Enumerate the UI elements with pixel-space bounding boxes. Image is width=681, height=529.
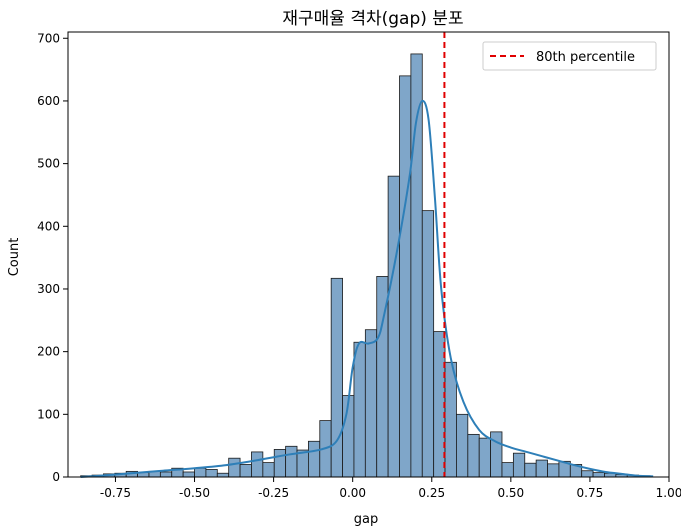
- x-tick-label: 0.75: [577, 486, 604, 500]
- x-tick-label: 0.25: [418, 486, 445, 500]
- y-tick-label: 300: [37, 282, 60, 296]
- x-tick-label: 0.50: [497, 486, 524, 500]
- x-axis-label: gap: [354, 512, 378, 527]
- histogram-bar: [182, 471, 195, 478]
- x-tick-label: -0.50: [179, 486, 210, 500]
- histogram-bar: [512, 452, 526, 478]
- histogram-bar: [228, 457, 241, 478]
- histogram-bar: [330, 277, 343, 478]
- histogram-bar: [581, 470, 594, 478]
- y-tick-label: 0: [52, 470, 60, 484]
- histogram-bar: [478, 437, 491, 478]
- histogram-bar: [364, 329, 378, 478]
- histogram-bar: [592, 472, 605, 478]
- kde-line: [80, 99, 654, 478]
- histogram-bar: [239, 464, 252, 478]
- histogram-bar: [399, 75, 412, 478]
- y-tick-label: 100: [37, 407, 60, 421]
- histogram-bar: [501, 462, 514, 478]
- histogram-bar: [285, 445, 298, 478]
- x-tick-label: 0.00: [339, 486, 366, 500]
- y-tick-label: 600: [37, 94, 60, 108]
- axes: -0.75 -0.50 -0.25 0.00 0.25 0.50 0.75 1.00 0 100 2…: [37, 31, 681, 500]
- histogram-bar: [194, 467, 207, 478]
- histogram-bar: [467, 433, 480, 478]
- chart-title: 재구매율 격차(gap) 분포: [282, 9, 463, 29]
- y-axis-label: Count: [7, 238, 22, 277]
- histogram-bar: [421, 210, 435, 478]
- histogram-bar: [444, 361, 457, 478]
- histogram-bar: [307, 440, 321, 478]
- histogram-bar: [216, 472, 230, 478]
- legend-label-80th-percentile: 80th percentile: [536, 50, 635, 65]
- x-tick-label: -0.25: [258, 486, 289, 500]
- y-tick-label: 700: [37, 31, 60, 45]
- y-tick-label: 500: [37, 157, 60, 171]
- x-tick-label: 1.00: [656, 486, 681, 500]
- histogram-bar: [353, 341, 366, 478]
- histogram-bar: [251, 451, 264, 478]
- x-tick-label: -0.75: [100, 486, 131, 500]
- y-tick-label: 200: [37, 345, 60, 359]
- histogram-bar: [433, 331, 446, 478]
- histogram-bar: [262, 462, 275, 478]
- histogram-bar: [547, 463, 560, 478]
- kde-curve-group: [80, 99, 654, 478]
- histogram-bar: [524, 462, 537, 478]
- histogram-bar: [490, 431, 503, 478]
- legend: 80th percentile: [482, 41, 657, 71]
- histogram-bar: [456, 413, 469, 478]
- histogram-bar: [273, 449, 287, 478]
- y-tick-label: 400: [37, 219, 60, 233]
- legend-box: [482, 41, 657, 71]
- histogram-bar: [535, 459, 548, 478]
- histogram-bar: [387, 175, 400, 478]
- histogram-bar: [205, 469, 218, 478]
- histogram-bar: [159, 471, 173, 478]
- plot-frame: [67, 31, 670, 478]
- histogram-bars: [80, 53, 651, 478]
